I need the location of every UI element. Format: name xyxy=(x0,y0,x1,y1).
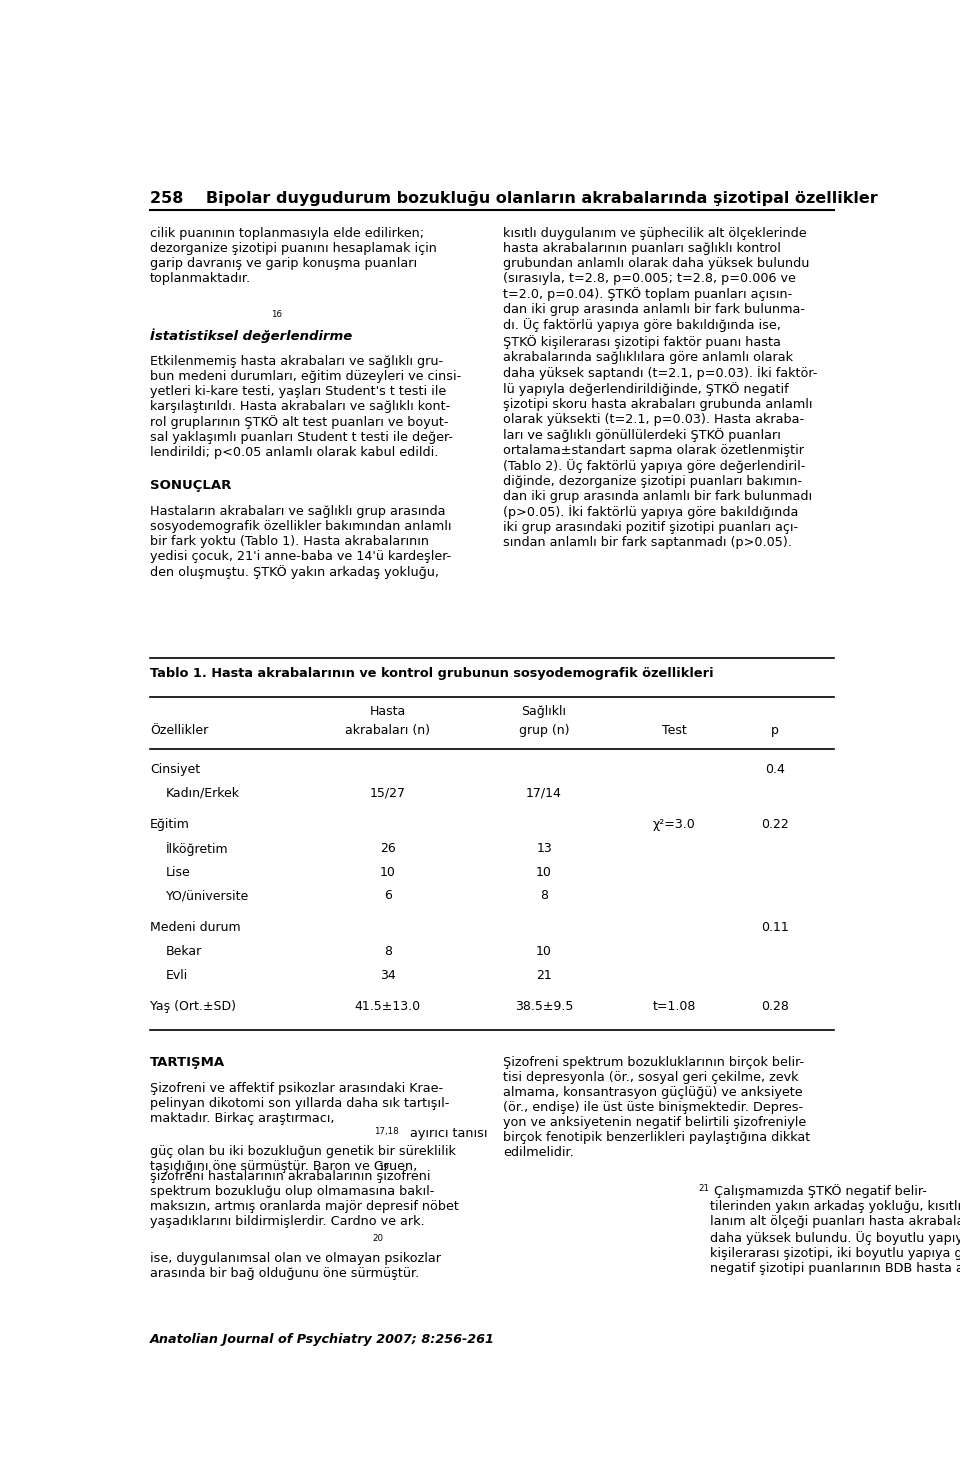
Text: 21: 21 xyxy=(698,1185,709,1193)
Text: Tablo 1. Hasta akrabalarının ve kontrol grubunun sosyodemografik özellikleri: Tablo 1. Hasta akrabalarının ve kontrol … xyxy=(150,666,713,680)
Text: akrabaları (n): akrabaları (n) xyxy=(346,724,430,737)
Text: t=1.08: t=1.08 xyxy=(653,1000,696,1013)
Text: 17/14: 17/14 xyxy=(526,787,562,800)
Text: 41.5±13.0: 41.5±13.0 xyxy=(355,1000,420,1013)
Text: 0.11: 0.11 xyxy=(761,920,788,934)
Text: Hastaların akrabaları ve sağlıklı grup arasında
sosyodemografik özellikler bakım: Hastaların akrabaları ve sağlıklı grup a… xyxy=(150,505,451,580)
Text: Test: Test xyxy=(661,724,686,737)
Text: 21: 21 xyxy=(537,969,552,982)
Text: YO/üniversite: YO/üniversite xyxy=(166,890,250,903)
Text: şizofreni hastalarının akrabalarının şizofreni
spektrum bozukluğu olup olmamasın: şizofreni hastalarının akrabalarının şiz… xyxy=(150,1170,459,1227)
Text: χ²=3.0: χ²=3.0 xyxy=(653,818,696,831)
Text: Yaş (Ort.±SD): Yaş (Ort.±SD) xyxy=(150,1000,236,1013)
Text: Çalışmamızda ŞTKÖ negatif belir-
tilerinden yakın arkadaş yokluğu, kısıtlı duygu: Çalışmamızda ŞTKÖ negatif belir- tilerin… xyxy=(710,1185,960,1274)
Text: 10: 10 xyxy=(380,866,396,879)
Text: TARTIŞMA: TARTIŞMA xyxy=(150,1055,225,1069)
Text: Kadın/Erkek: Kadın/Erkek xyxy=(166,787,240,800)
Text: kısıtlı duygulanım ve şüphecilik alt ölçeklerinde
hasta akrabalarının puanları s: kısıtlı duygulanım ve şüphecilik alt ölç… xyxy=(503,228,818,549)
Text: Evli: Evli xyxy=(166,969,188,982)
Text: İlköğretim: İlköğretim xyxy=(166,843,228,856)
Text: 17,18: 17,18 xyxy=(374,1127,399,1136)
Text: 15/27: 15/27 xyxy=(370,787,406,800)
Text: Hasta: Hasta xyxy=(370,705,406,718)
Text: Şizofreni ve affektif psikozlar arasındaki Krae-
pelinyan dikotomi son yıllarda : Şizofreni ve affektif psikozlar arasında… xyxy=(150,1082,449,1124)
Text: 6: 6 xyxy=(384,890,392,903)
Text: Şizofreni spektrum bozukluklarının birçok belir-
tisi depresyonla (ör., sosyal g: Şizofreni spektrum bozukluklarının birço… xyxy=(503,1055,810,1158)
Text: 0.4: 0.4 xyxy=(765,763,784,775)
Text: 13: 13 xyxy=(537,843,552,854)
Text: 34: 34 xyxy=(380,969,396,982)
Text: Medeni durum: Medeni durum xyxy=(150,920,240,934)
Text: 258    Bipolar duygudurum bozukluğu olanların akrabalarında şizotipal özellikler: 258 Bipolar duygudurum bozukluğu olanlar… xyxy=(150,191,877,206)
Text: 8: 8 xyxy=(540,890,548,903)
Text: 26: 26 xyxy=(380,843,396,854)
Text: güç olan bu iki bozukluğun genetik bir süreklilik
taşıdığını öne sürmüştür. Baro: güç olan bu iki bozukluğun genetik bir s… xyxy=(150,1145,456,1173)
Text: 8: 8 xyxy=(384,945,392,957)
Text: 10: 10 xyxy=(536,945,552,957)
Text: Anatolian Journal of Psychiatry 2007; 8:256-261: Anatolian Journal of Psychiatry 2007; 8:… xyxy=(150,1333,494,1346)
Text: Sağlıklı: Sağlıklı xyxy=(521,705,566,718)
Text: Özellikler: Özellikler xyxy=(150,724,208,737)
Text: 10: 10 xyxy=(536,866,552,879)
Text: Cinsiyet: Cinsiyet xyxy=(150,763,200,775)
Text: grup (n): grup (n) xyxy=(518,724,569,737)
Text: ayırıcı tanısı: ayırıcı tanısı xyxy=(406,1127,488,1139)
Text: 38.5±9.5: 38.5±9.5 xyxy=(515,1000,573,1013)
Text: 16: 16 xyxy=(271,310,282,319)
Text: p: p xyxy=(771,724,779,737)
Text: Bekar: Bekar xyxy=(166,945,203,957)
Text: Lise: Lise xyxy=(166,866,191,879)
Text: 19: 19 xyxy=(378,1163,389,1171)
Text: Eğitim: Eğitim xyxy=(150,818,190,831)
Text: cilik puanının toplanmasıyla elde edilirken;
dezorganize şizotipi puanını hesapl: cilik puanının toplanmasıyla elde edilir… xyxy=(150,228,437,285)
Text: 0.28: 0.28 xyxy=(760,1000,789,1013)
Text: İstatistiksel değerlendirme: İstatistiksel değerlendirme xyxy=(150,329,352,344)
Text: Etkilenmemiş hasta akrabaları ve sağlıklı gru-
bun medeni durumları, eğitim düze: Etkilenmemiş hasta akrabaları ve sağlıkl… xyxy=(150,355,461,459)
Text: SONUÇLAR: SONUÇLAR xyxy=(150,479,231,492)
Text: 0.22: 0.22 xyxy=(761,818,788,831)
Text: 20: 20 xyxy=(372,1235,383,1243)
Text: ise, duygulanımsal olan ve olmayan psikozlar
arasında bir bağ olduğunu öne sürmü: ise, duygulanımsal olan ve olmayan psiko… xyxy=(150,1252,441,1280)
